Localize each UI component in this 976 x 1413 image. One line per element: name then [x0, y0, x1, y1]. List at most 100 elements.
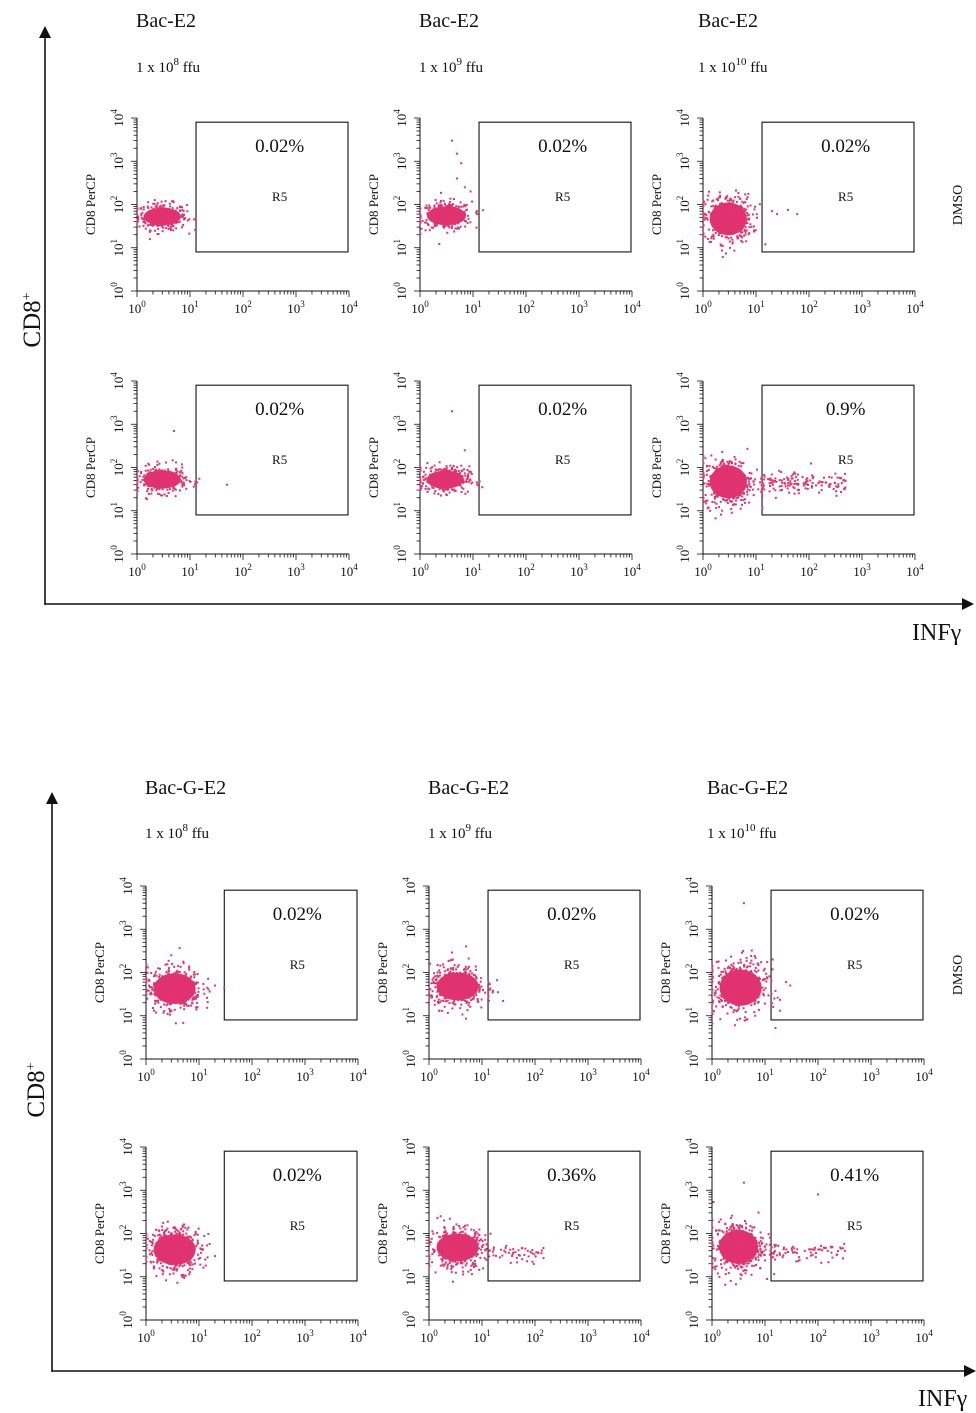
- event-dot: [737, 218, 739, 220]
- event-dot: [192, 998, 194, 1000]
- event-dot: [728, 482, 730, 484]
- y-tick-label: 103: [109, 152, 126, 170]
- x-tick-label: 101: [190, 1067, 208, 1084]
- positive-event-dot: [807, 480, 809, 482]
- event-dot: [435, 473, 437, 475]
- event-dot: [438, 969, 440, 971]
- event-dot: [737, 216, 739, 218]
- event-dot: [173, 966, 175, 968]
- event-dot: [459, 987, 461, 989]
- event-dot: [751, 992, 753, 994]
- event-dot: [467, 475, 469, 477]
- event-dot: [145, 1247, 147, 1249]
- event-dot: [197, 1234, 199, 1236]
- event-dot: [732, 242, 734, 244]
- event-dot: [434, 476, 436, 478]
- event-dot: [466, 478, 468, 480]
- event-dot: [459, 479, 461, 481]
- event-dot: [422, 220, 424, 222]
- event-dot: [432, 979, 434, 981]
- dose-label: 1 x 109 ffu: [419, 56, 483, 76]
- dose-label: 1 x 109 ffu: [428, 822, 492, 842]
- outlier-dot: [789, 985, 791, 987]
- event-dot: [147, 488, 149, 490]
- event-dot: [754, 206, 756, 208]
- event-dot: [467, 984, 469, 986]
- event-dot: [434, 481, 436, 483]
- event-dot: [163, 979, 165, 981]
- event-dot: [457, 966, 459, 968]
- event-dot: [713, 493, 715, 495]
- event-dot: [164, 208, 166, 210]
- event-dot: [724, 221, 726, 223]
- outlier-dot: [465, 945, 467, 947]
- event-dot: [171, 963, 173, 965]
- event-dot: [150, 469, 152, 471]
- event-dot: [191, 1240, 193, 1242]
- event-dot: [469, 221, 471, 223]
- positive-event-dot: [790, 482, 792, 484]
- event-dot: [735, 974, 737, 976]
- positive-event-dot: [781, 485, 783, 487]
- event-dot: [153, 984, 155, 986]
- event-dot: [177, 1262, 179, 1264]
- event-dot: [202, 1267, 204, 1269]
- event-dot: [738, 229, 740, 231]
- event-dot: [717, 228, 719, 230]
- event-dot: [182, 1225, 184, 1227]
- event-dot: [754, 1000, 756, 1002]
- event-dot: [711, 968, 713, 970]
- event-dot: [181, 215, 183, 217]
- positive-event-dot: [763, 485, 765, 487]
- event-dot: [706, 500, 708, 502]
- event-dot: [192, 1252, 194, 1254]
- positive-event-dot: [786, 477, 788, 479]
- event-dot: [185, 488, 187, 490]
- positive-event-dot: [805, 487, 807, 489]
- positive-event-dot: [802, 476, 804, 478]
- event-dot: [452, 994, 454, 996]
- event-dot: [194, 1248, 196, 1250]
- event-dot: [443, 1000, 445, 1002]
- event-dot: [154, 973, 156, 975]
- positive-event-dot: [789, 480, 791, 482]
- event-dot: [445, 1000, 447, 1002]
- event-dot: [730, 209, 732, 211]
- x-tick-label: 101: [464, 299, 482, 316]
- event-dot: [736, 237, 738, 239]
- event-dot: [711, 501, 713, 503]
- event-dot: [722, 228, 724, 230]
- event-dot: [205, 1265, 207, 1267]
- y-tick-label: 101: [118, 1268, 135, 1286]
- event-dot: [195, 1233, 197, 1235]
- event-dot: [437, 222, 439, 224]
- event-dot: [721, 216, 723, 218]
- event-dot: [454, 469, 456, 471]
- event-dot: [728, 462, 730, 464]
- event-dot: [454, 980, 456, 982]
- event-dot: [174, 211, 176, 213]
- event-dot: [159, 222, 161, 224]
- event-dot: [159, 223, 161, 225]
- event-dot: [463, 999, 465, 1001]
- event-dot: [706, 465, 708, 467]
- event-dot: [759, 481, 761, 483]
- event-dot: [194, 973, 196, 975]
- x-tick-label: 100: [411, 562, 429, 579]
- event-dot: [159, 206, 161, 208]
- event-dot: [738, 476, 740, 478]
- event-dot: [755, 992, 757, 994]
- event-dot: [427, 488, 429, 490]
- event-dot: [468, 987, 470, 989]
- event-dot: [468, 481, 470, 483]
- outlier-dot: [214, 1255, 216, 1257]
- event-dot: [463, 989, 465, 991]
- event-dot: [702, 455, 704, 457]
- event-dot: [761, 987, 763, 989]
- event-dot: [473, 974, 475, 976]
- event-dot: [438, 468, 440, 470]
- event-dot: [193, 486, 195, 488]
- x-tick-label: 101: [181, 299, 199, 316]
- event-dot: [439, 965, 441, 967]
- event-dot: [190, 1251, 192, 1253]
